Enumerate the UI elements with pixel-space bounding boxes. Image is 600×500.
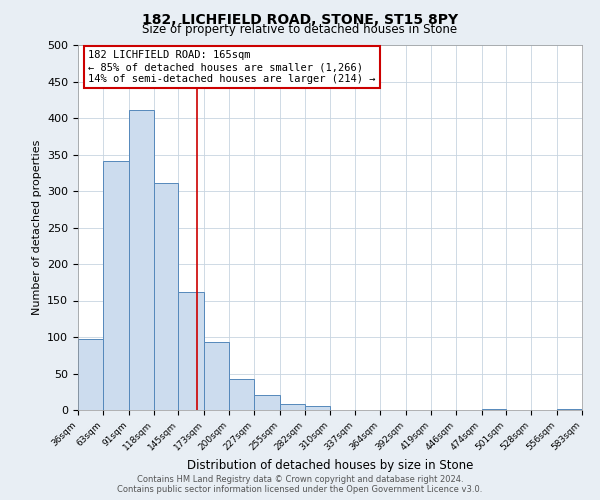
Text: Contains HM Land Registry data © Crown copyright and database right 2024.
Contai: Contains HM Land Registry data © Crown c… <box>118 474 482 494</box>
Text: Size of property relative to detached houses in Stone: Size of property relative to detached ho… <box>142 22 458 36</box>
Text: 182 LICHFIELD ROAD: 165sqm
← 85% of detached houses are smaller (1,266)
14% of s: 182 LICHFIELD ROAD: 165sqm ← 85% of deta… <box>88 50 376 84</box>
Bar <box>557 408 582 410</box>
Bar <box>254 396 280 410</box>
Bar <box>78 339 103 410</box>
Bar <box>482 408 506 410</box>
Text: 182, LICHFIELD ROAD, STONE, ST15 8PY: 182, LICHFIELD ROAD, STONE, ST15 8PY <box>142 12 458 26</box>
Bar <box>204 342 229 410</box>
Bar <box>178 292 204 410</box>
Bar <box>154 183 178 410</box>
Bar <box>128 110 154 410</box>
Bar <box>305 406 331 410</box>
Bar <box>280 404 305 410</box>
Bar <box>103 161 128 410</box>
Bar <box>229 380 254 410</box>
X-axis label: Distribution of detached houses by size in Stone: Distribution of detached houses by size … <box>187 459 473 472</box>
Y-axis label: Number of detached properties: Number of detached properties <box>32 140 41 315</box>
